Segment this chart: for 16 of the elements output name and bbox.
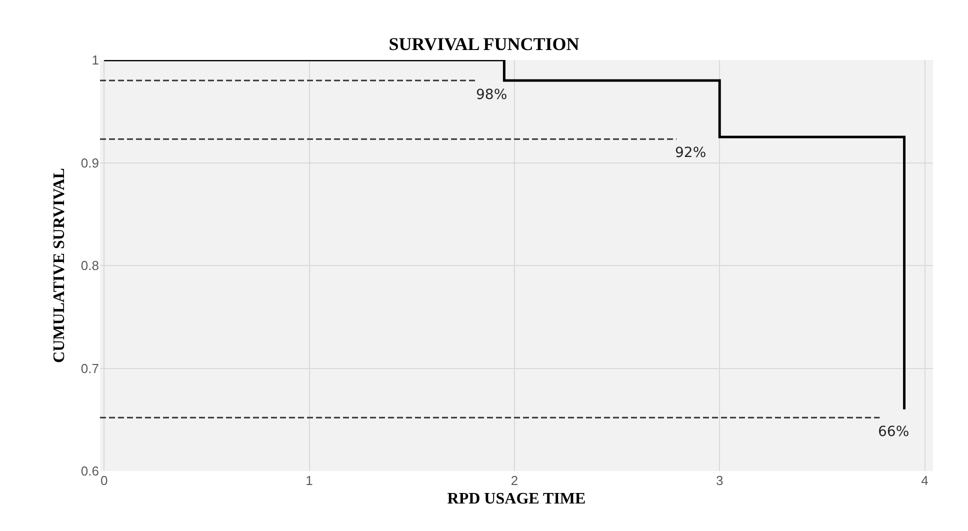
x-tick-label: 1 <box>306 473 313 488</box>
y-tick-label: 0.6 <box>80 464 99 479</box>
chart-title: SURVIVAL FUNCTION <box>388 34 580 54</box>
y-tick-label: 0.7 <box>80 360 99 376</box>
x-axis-title: RPD USAGE TIME <box>447 490 586 508</box>
annotation: 66% <box>878 424 910 440</box>
x-tick-label: 4 <box>921 473 928 488</box>
y-tick-label: 1 <box>92 52 99 68</box>
x-tick-label: 2 <box>510 473 518 488</box>
annotation: 98% <box>476 87 508 103</box>
y-tick-label: 0.8 <box>80 258 99 274</box>
x-tick-label: 3 <box>716 473 724 488</box>
annotation: 92% <box>675 145 706 161</box>
y-axis-title: CUMULATIVE SURVIVAL <box>50 168 68 363</box>
x-tick-label: 0 <box>100 473 108 488</box>
y-tick-label: 0.9 <box>80 155 99 170</box>
